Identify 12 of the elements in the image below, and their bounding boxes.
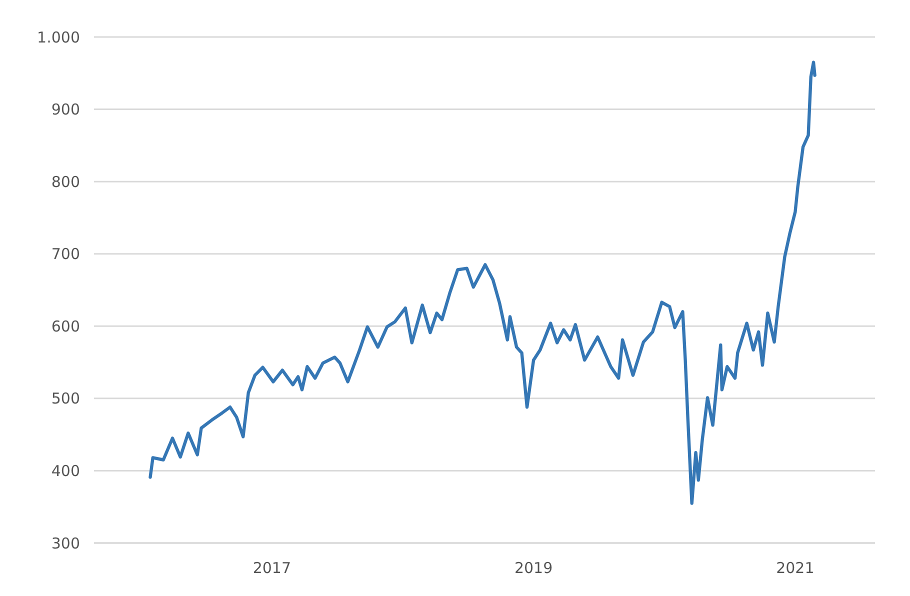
y-tick-label: 600: [51, 317, 80, 336]
x-tick-label: 2019: [514, 559, 553, 577]
y-tick-label: 300: [51, 534, 80, 552]
line-series: [148, 60, 816, 505]
y-tick-label: 900: [51, 100, 80, 119]
x-tick-label: 2021: [776, 559, 814, 577]
y-tick-label: 1.000: [37, 28, 80, 46]
y-tick-label: 500: [51, 390, 80, 408]
y-tick-label: 700: [51, 245, 80, 264]
y-tick-label: 800: [51, 172, 80, 191]
y-tick-label: 400: [51, 462, 80, 480]
x-tick-label: 2017: [252, 559, 292, 577]
